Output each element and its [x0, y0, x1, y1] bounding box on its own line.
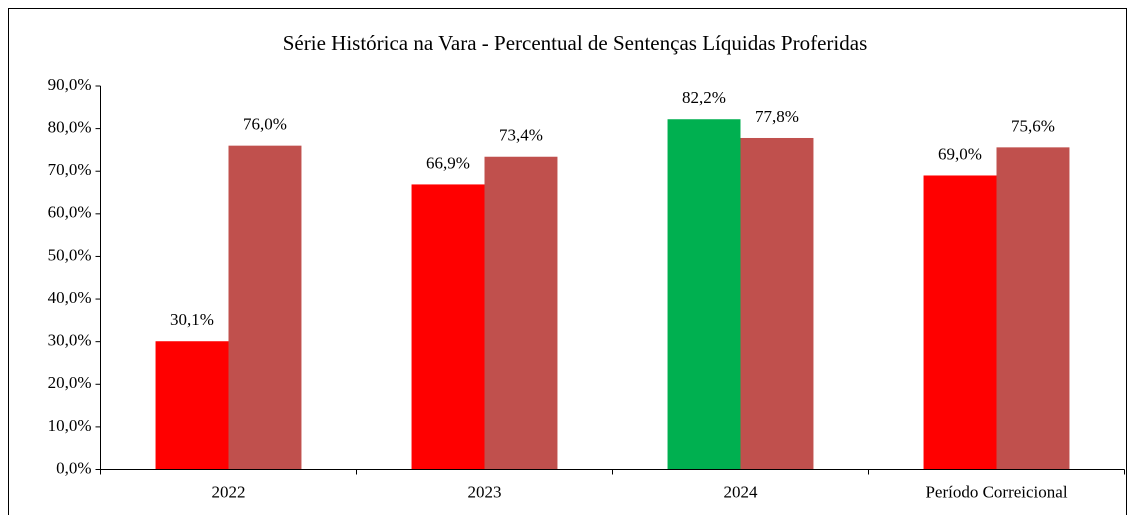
bar	[484, 156, 558, 470]
x-tick-label: 2023	[468, 482, 502, 501]
x-tick-label: 2022	[212, 482, 246, 501]
y-tick-label: 10,0%	[48, 416, 92, 435]
chart-frame	[8, 8, 1127, 515]
bar	[411, 184, 485, 470]
bar	[155, 341, 229, 470]
bar	[996, 147, 1070, 470]
chart-title: Série Histórica na Vara - Percentual de …	[283, 31, 868, 55]
y-tick-label: 40,0%	[48, 288, 92, 307]
data-label: 66,9%	[426, 153, 470, 172]
data-label: 75,6%	[1011, 116, 1055, 135]
y-tick-label: 0,0%	[56, 458, 91, 477]
y-tick-label: 90,0%	[48, 75, 92, 94]
y-tick-label: 80,0%	[48, 118, 92, 137]
data-label: 30,1%	[170, 310, 214, 329]
y-tick-label: 50,0%	[48, 245, 92, 264]
bar	[228, 145, 302, 470]
x-tick-label: Período Correicional	[925, 482, 1067, 501]
bar	[740, 137, 814, 470]
y-tick-label: 60,0%	[48, 203, 92, 222]
y-tick-label: 20,0%	[48, 373, 92, 392]
data-label: 76,0%	[243, 115, 287, 134]
bar	[923, 175, 997, 470]
x-tick-label: 2024	[724, 482, 759, 501]
bar	[667, 119, 741, 470]
data-label: 82,2%	[682, 88, 726, 107]
y-tick-label: 30,0%	[48, 331, 92, 350]
data-label: 77,8%	[755, 107, 799, 126]
data-label: 69,0%	[938, 144, 982, 163]
data-label: 73,4%	[499, 126, 543, 145]
y-tick-label: 70,0%	[48, 160, 92, 179]
